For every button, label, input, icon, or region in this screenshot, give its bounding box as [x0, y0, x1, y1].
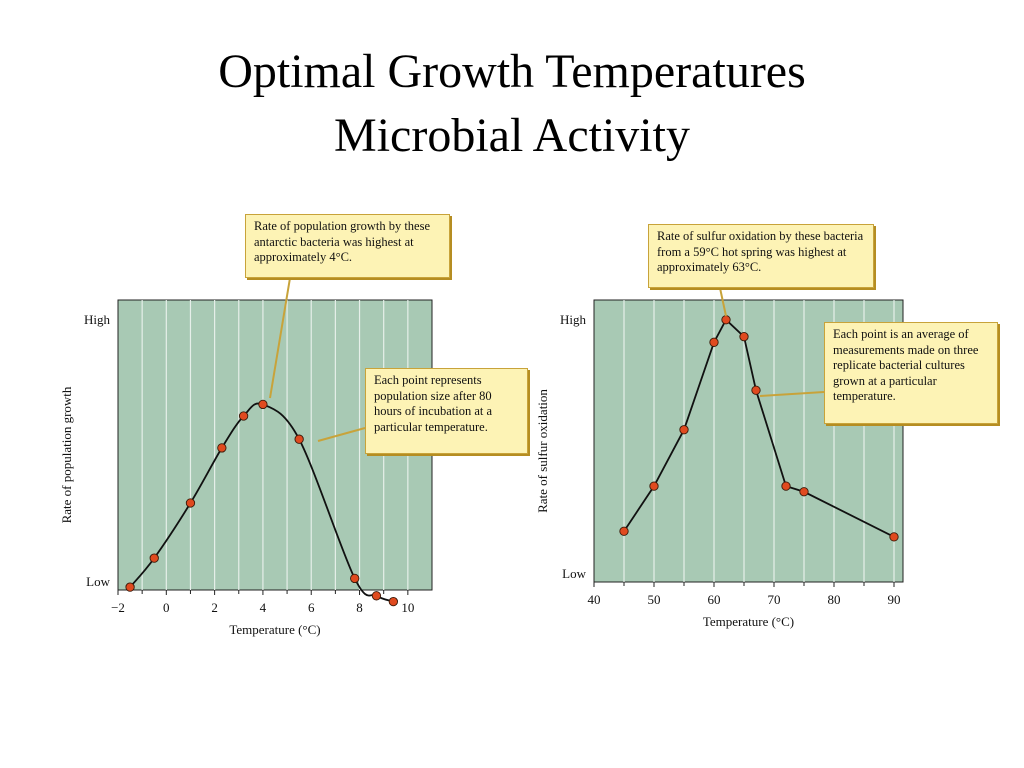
sulfur-data-point: [721, 315, 731, 325]
sulfur-x-tick-label: 90: [888, 592, 901, 607]
growth-callout-leader: [269, 277, 291, 399]
growth-x-tick-label: 0: [163, 600, 170, 615]
sulfur-x-tick-label: 40: [588, 592, 601, 607]
title-line-2: Microbial Activity: [334, 109, 690, 162]
right-method-callout: Each point is an average of measurements…: [824, 322, 998, 424]
growth-callout-leader: [317, 427, 366, 442]
growth-x-tick-label: 6: [308, 600, 315, 615]
sulfur-x-tick-label: 80: [828, 592, 841, 607]
sulfur-y-axis-title: Rate of sulfur oxidation: [535, 389, 550, 513]
slide-title: Optimal Growth Temperatures Microbial Ac…: [0, 40, 1024, 168]
growth-data-point: [238, 411, 249, 421]
sulfur-series-line: [623, 318, 895, 538]
growth-data-point: [185, 498, 196, 508]
right-peak-callout: Rate of sulfur oxidation by these bacter…: [648, 224, 874, 288]
sulfur-data-point: [781, 481, 791, 491]
growth-y-axis-title: Rate of population growth: [59, 386, 74, 523]
growth-x-tick-label: 8: [356, 600, 363, 615]
sulfur-callout-leader: [759, 391, 825, 397]
growth-x-axis-title: Temperature (°C): [229, 622, 320, 637]
sulfur-data-point: [679, 425, 689, 435]
growth-x-tick-label: −2: [111, 600, 125, 615]
growth-series-line: [129, 402, 394, 603]
growth-data-point: [258, 399, 268, 410]
growth-y-high-label: High: [84, 312, 111, 327]
sulfur-data-point: [751, 385, 761, 395]
sulfur-data-point: [709, 337, 719, 347]
sulfur-callout-leader: [719, 287, 727, 317]
sulfur-data-point: [649, 481, 659, 491]
sulfur-y-high-label: High: [560, 312, 587, 327]
growth-y-low-label: Low: [86, 574, 110, 589]
sulfur-x-tick-label: 60: [708, 592, 721, 607]
growth-data-point: [217, 443, 227, 453]
growth-data-point: [371, 591, 382, 601]
growth-data-point: [350, 573, 360, 584]
growth-x-tick-label: 10: [401, 600, 414, 615]
title-line-1: Optimal Growth Temperatures: [218, 45, 806, 98]
sulfur-data-point: [619, 526, 629, 536]
growth-data-point: [149, 553, 159, 563]
sulfur-y-low-label: Low: [562, 566, 586, 581]
sulfur-x-tick-label: 50: [648, 592, 661, 607]
sulfur-data-point: [739, 332, 749, 342]
sulfur-data-point: [799, 487, 809, 497]
growth-data-point: [388, 596, 399, 607]
growth-x-tick-label: 4: [260, 600, 267, 615]
sulfur-x-tick-label: 70: [768, 592, 781, 607]
sulfur-x-axis-title: Temperature (°C): [703, 614, 794, 629]
sulfur-data-point: [889, 532, 899, 542]
left-method-callout: Each point represents population size af…: [365, 368, 528, 454]
growth-data-point: [294, 434, 304, 444]
growth-x-tick-label: 2: [211, 600, 218, 615]
growth-data-point: [125, 582, 135, 592]
left-peak-callout: Rate of population growth by these antar…: [245, 214, 450, 278]
